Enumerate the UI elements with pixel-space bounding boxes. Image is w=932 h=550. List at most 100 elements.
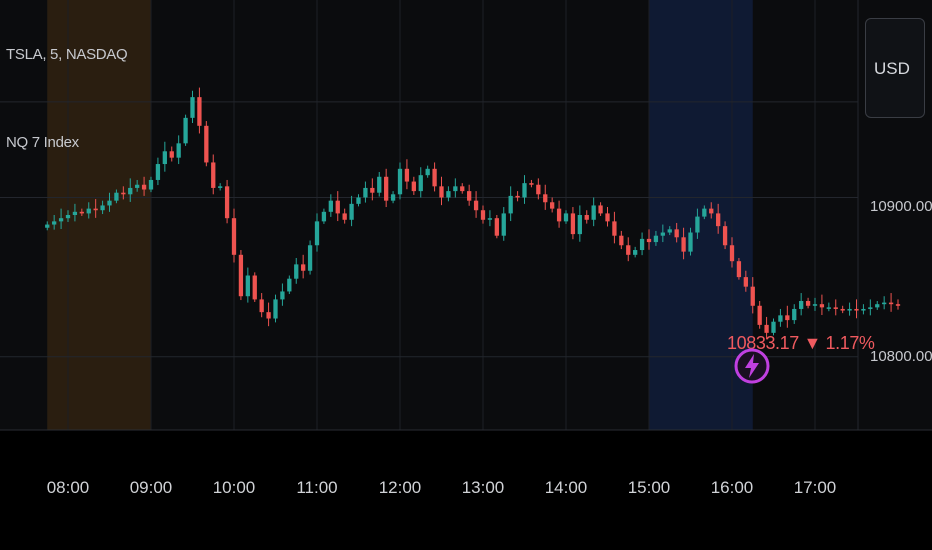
candle-body	[128, 187, 133, 195]
candle-body	[252, 275, 257, 300]
x-tick-label: 17:00	[793, 478, 837, 497]
candle-body	[584, 215, 589, 220]
candle-body	[501, 213, 506, 236]
candle-body	[183, 117, 188, 144]
candle-body	[460, 186, 465, 192]
candle-body	[570, 213, 576, 235]
candle-body	[135, 184, 140, 188]
candle-body	[487, 218, 493, 220]
candle-body	[792, 308, 797, 321]
candle-body	[556, 208, 562, 222]
candle-body	[169, 151, 174, 158]
candle-body	[508, 195, 513, 214]
candle-body	[785, 315, 790, 321]
candle-body	[605, 213, 610, 222]
candle-body	[363, 187, 368, 198]
candle-body	[231, 218, 237, 255]
x-tick-label: 15:00	[627, 478, 671, 497]
candle-body	[141, 184, 147, 190]
candle-body	[633, 250, 638, 255]
candle-body	[342, 213, 347, 220]
lightning-bolt-icon[interactable]	[734, 348, 770, 384]
legend-index[interactable]: NQ 7 Index	[6, 134, 79, 151]
candle-body	[674, 229, 679, 238]
currency-button[interactable]: USD	[865, 18, 925, 118]
candle-body	[287, 278, 292, 292]
candle-body	[58, 218, 64, 222]
candle-body	[384, 176, 389, 201]
candle-body	[771, 321, 776, 333]
candle-body	[397, 168, 403, 195]
candle-body	[709, 208, 714, 214]
candle-body	[653, 235, 659, 243]
pre-market-session-shade	[47, 0, 151, 430]
x-tick-label: 12:00	[378, 478, 422, 497]
legend-symbol[interactable]: TSLA, 5, NASDAQ	[6, 46, 128, 63]
candle-body	[888, 302, 894, 305]
candle-body	[536, 184, 541, 195]
candle-body	[543, 194, 548, 203]
candle-body	[370, 187, 375, 193]
candle-body	[65, 215, 71, 219]
candle-body	[667, 229, 672, 233]
candle-body	[467, 191, 472, 201]
candle-body	[390, 194, 396, 201]
post-market-session-shade	[649, 0, 753, 430]
candle-body	[377, 176, 382, 193]
candle-body	[204, 125, 209, 163]
candle-body	[93, 208, 98, 211]
candle-body	[550, 202, 555, 209]
y-tick-label: 10800.00	[870, 348, 932, 365]
candle-body	[716, 213, 721, 227]
candle-body	[425, 168, 430, 176]
candle-body	[432, 168, 437, 187]
candle-body	[639, 238, 645, 251]
candle-body	[895, 304, 901, 306]
candle-body	[114, 192, 119, 201]
candle-body	[349, 203, 354, 220]
candle-body	[757, 305, 762, 325]
candle-body	[619, 235, 624, 246]
x-tick-label: 08:00	[46, 478, 90, 497]
candle-body	[411, 181, 416, 192]
candle-body	[45, 224, 50, 228]
x-tick-label: 10:00	[212, 478, 256, 497]
candle-body	[522, 183, 527, 198]
candle-body	[515, 195, 520, 198]
candle-body	[307, 245, 313, 271]
candle-body	[280, 291, 285, 300]
x-tick-label: 09:00	[129, 478, 173, 497]
candle-body	[626, 245, 631, 255]
candle-body	[875, 304, 880, 308]
candle-body	[473, 200, 479, 211]
candle-body	[211, 162, 216, 188]
candle-body	[868, 307, 873, 309]
candle-body	[598, 205, 603, 214]
candle-body	[72, 211, 78, 215]
candle-body	[826, 307, 831, 309]
candle-body	[722, 226, 728, 246]
candle-body	[148, 179, 154, 190]
candle-body	[494, 218, 499, 236]
candle-body	[833, 307, 838, 309]
candle-body	[224, 186, 230, 219]
candle-body	[190, 97, 195, 118]
candle-body	[314, 221, 320, 246]
candle-body	[439, 186, 444, 198]
candle-body	[176, 143, 181, 158]
x-tick-label: 13:00	[461, 478, 505, 497]
time-axis-background	[0, 430, 932, 550]
candle-body	[197, 97, 202, 126]
candle-body	[882, 302, 887, 305]
x-tick-label: 14:00	[544, 478, 588, 497]
candle-body	[861, 308, 866, 311]
candle-body	[446, 191, 451, 198]
candle-body	[121, 192, 126, 195]
candle-body	[688, 232, 693, 252]
y-tick-label: 10900.00	[870, 198, 932, 215]
candle-body	[847, 308, 852, 311]
candle-body	[805, 301, 811, 306]
candle-body	[736, 261, 742, 278]
